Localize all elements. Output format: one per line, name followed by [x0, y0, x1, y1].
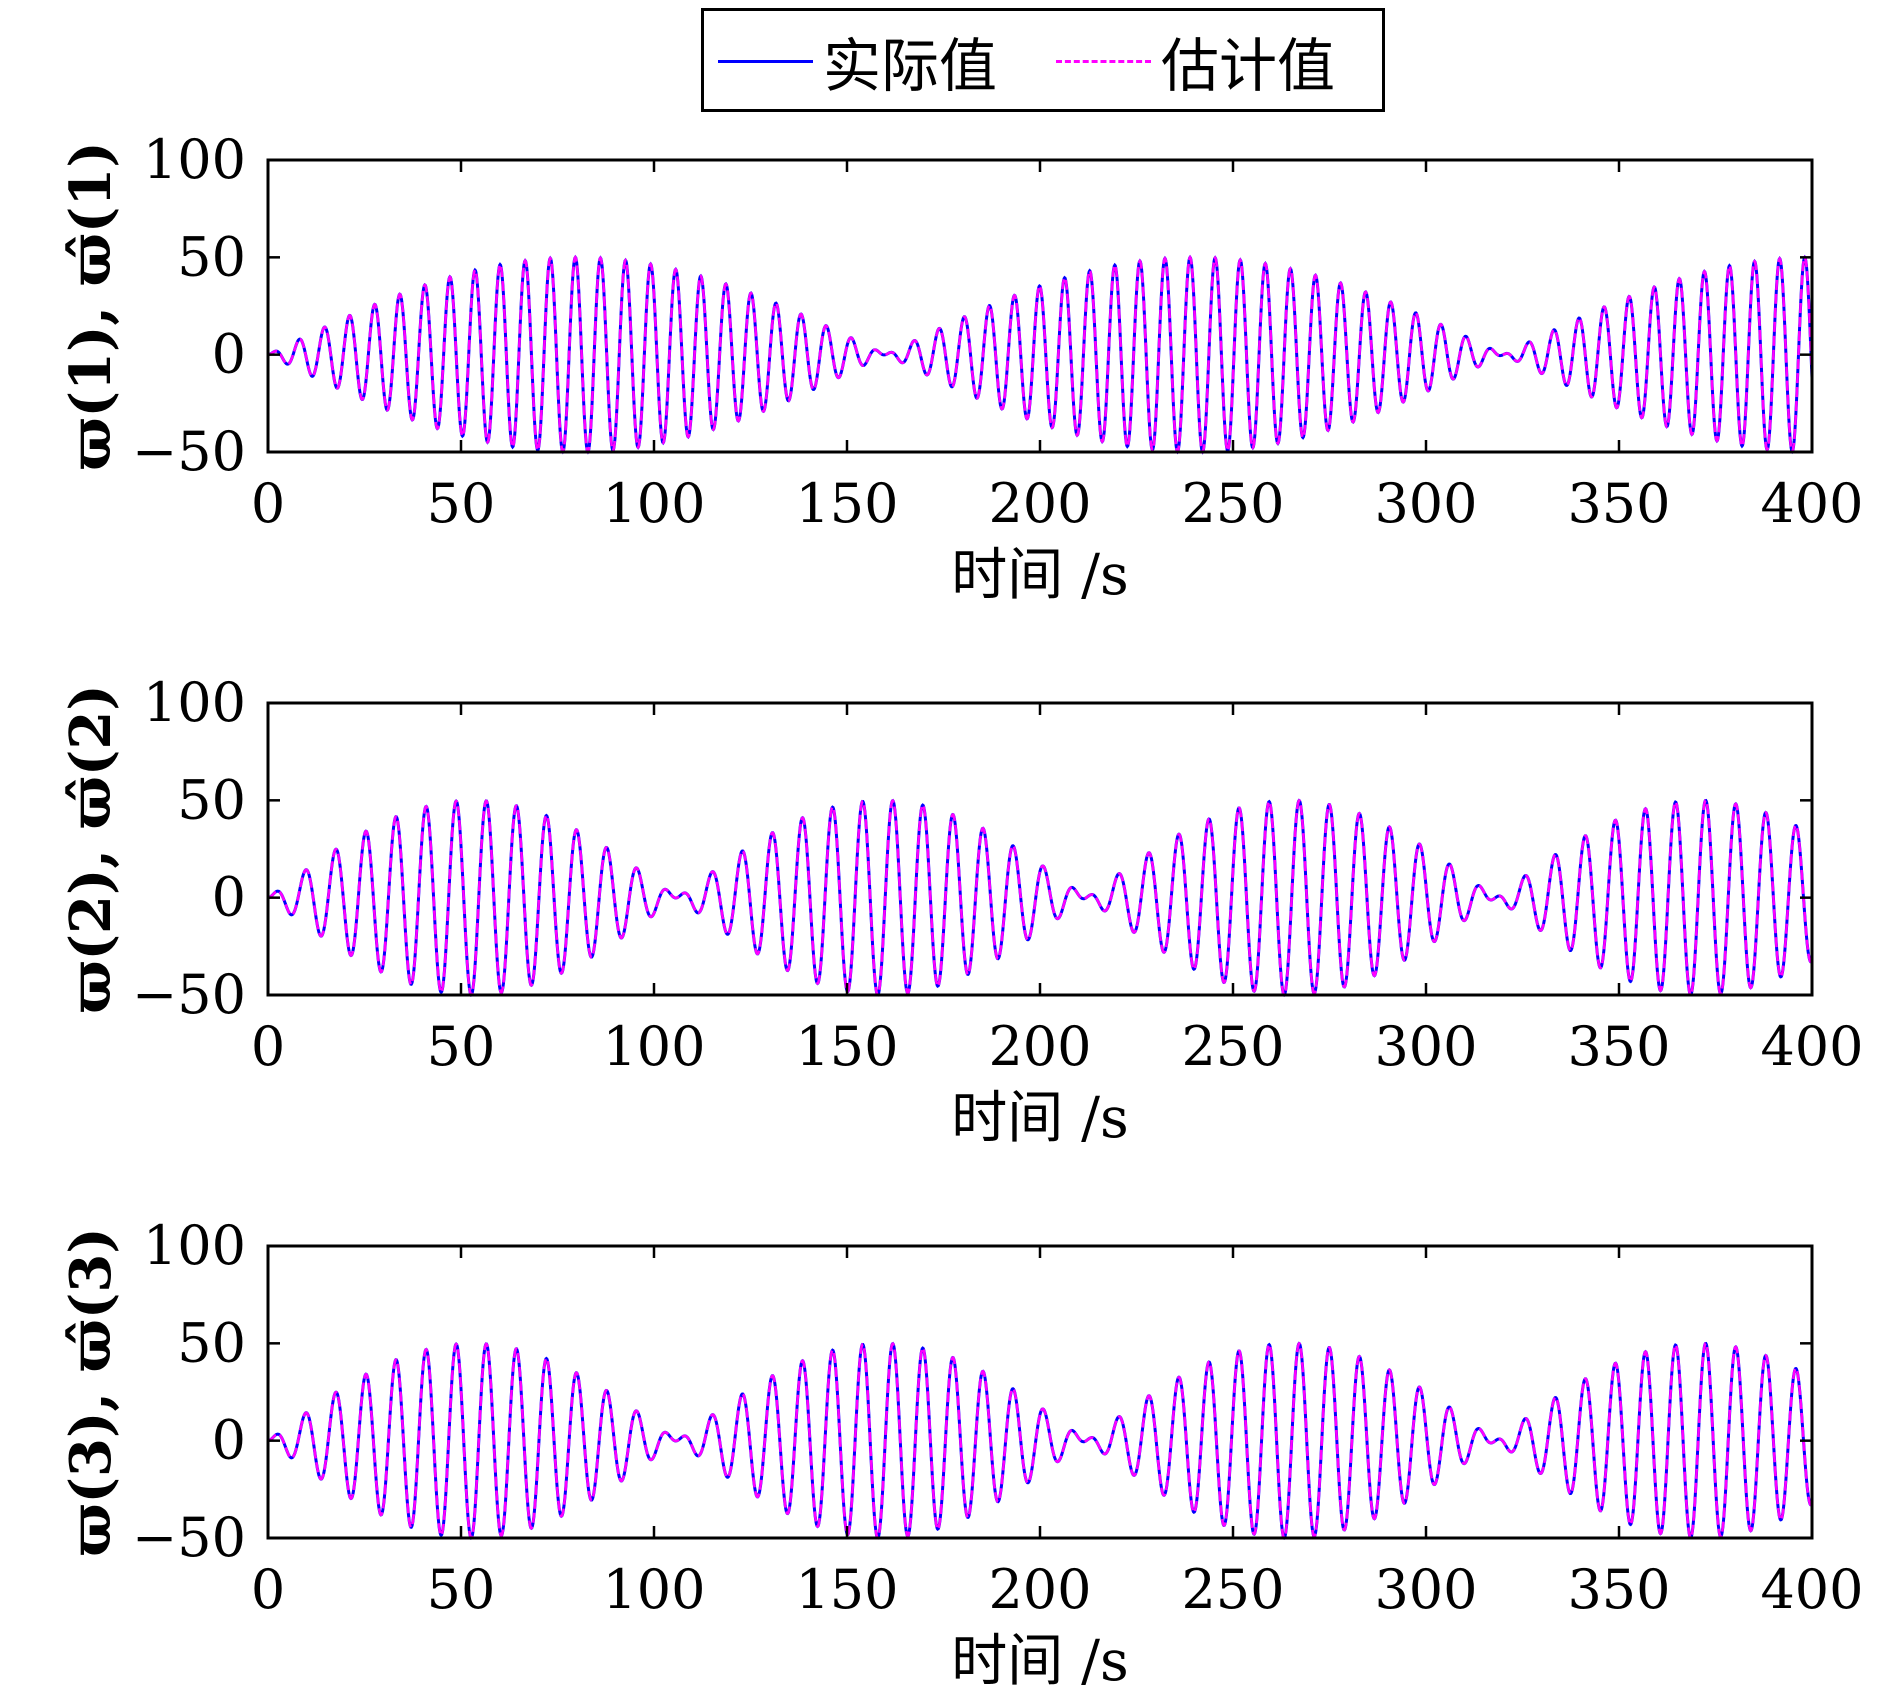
x-tick-label: 50: [427, 1558, 496, 1621]
x-tick-label: 100: [602, 472, 705, 535]
x-tick-label: 100: [602, 1015, 705, 1078]
legend: 实际值 估计值: [701, 8, 1385, 112]
x-tick-label: 400: [1760, 472, 1863, 535]
x-axis-label: 时间 /s: [951, 1629, 1128, 1694]
legend-label-estimate: 估计值: [1161, 32, 1336, 100]
x-tick-label: 350: [1567, 472, 1670, 535]
x-axis-label: 时间 /s: [951, 1086, 1128, 1151]
x-tick-label: 150: [795, 1015, 898, 1078]
x-tick-label: 300: [1374, 472, 1477, 535]
x-tick-label: 150: [795, 472, 898, 535]
x-axis-label: 时间 /s: [951, 543, 1128, 608]
x-tick-label: 200: [988, 1015, 1091, 1078]
x-tick-label: 150: [795, 1558, 898, 1621]
x-tick-label: 250: [1181, 1015, 1284, 1078]
x-tick-label: 50: [427, 1015, 496, 1078]
series-estimate-line: [267, 798, 1814, 997]
x-tick-label: 200: [988, 472, 1091, 535]
axes-frame: [266, 158, 1814, 454]
x-tick-label: 400: [1760, 1558, 1863, 1621]
y-tick-label: 100: [143, 1214, 246, 1277]
y-tick-label: 100: [143, 671, 246, 734]
x-tick-label: 0: [251, 472, 285, 535]
x-tick-label: 400: [1760, 1015, 1863, 1078]
y-tick-label: −50: [132, 1506, 246, 1569]
legend-swatch-actual: [718, 59, 813, 63]
x-tick-label: 250: [1181, 1558, 1284, 1621]
x-tick-label: 250: [1181, 472, 1284, 535]
axes-frame: [266, 701, 1814, 997]
x-tick-label: 350: [1567, 1015, 1670, 1078]
x-tick-label: 350: [1567, 1558, 1670, 1621]
series-actual-line: [267, 254, 1814, 455]
x-tick-label: 300: [1374, 1015, 1477, 1078]
series-estimate-line: [267, 255, 1814, 455]
y-axis-label: ϖ(2), ϖ̂(2): [58, 684, 124, 1014]
y-tick-label: −50: [132, 420, 246, 483]
series-estimate-line: [267, 1341, 1814, 1540]
legend-swatch-estimate: [1056, 59, 1151, 63]
x-tick-label: 100: [602, 1558, 705, 1621]
y-tick-label: 0: [212, 866, 246, 929]
legend-entry-estimate: 估计值: [1056, 29, 1335, 100]
y-tick-label: 50: [177, 225, 246, 288]
series-actual-line: [267, 1341, 1814, 1541]
x-tick-label: 0: [251, 1015, 285, 1078]
legend-label-actual: 实际值: [823, 32, 998, 100]
y-tick-label: 50: [177, 1311, 246, 1374]
x-tick-label: 300: [1374, 1558, 1477, 1621]
series-actual-line: [267, 798, 1814, 998]
y-tick-label: 50: [177, 768, 246, 831]
x-tick-label: 50: [427, 472, 496, 535]
axes-frame: [266, 1244, 1814, 1540]
y-tick-label: 0: [212, 323, 246, 386]
legend-entry-actual: 实际值: [718, 29, 997, 100]
y-tick-label: −50: [132, 963, 246, 1026]
x-tick-label: 0: [251, 1558, 285, 1621]
y-axis-label: ϖ(1), ϖ̂(1): [58, 141, 124, 471]
y-axis-label: ϖ(3), ϖ̂(3): [58, 1227, 124, 1557]
x-tick-label: 200: [988, 1558, 1091, 1621]
y-tick-label: 0: [212, 1409, 246, 1472]
y-tick-label: 100: [143, 128, 246, 191]
